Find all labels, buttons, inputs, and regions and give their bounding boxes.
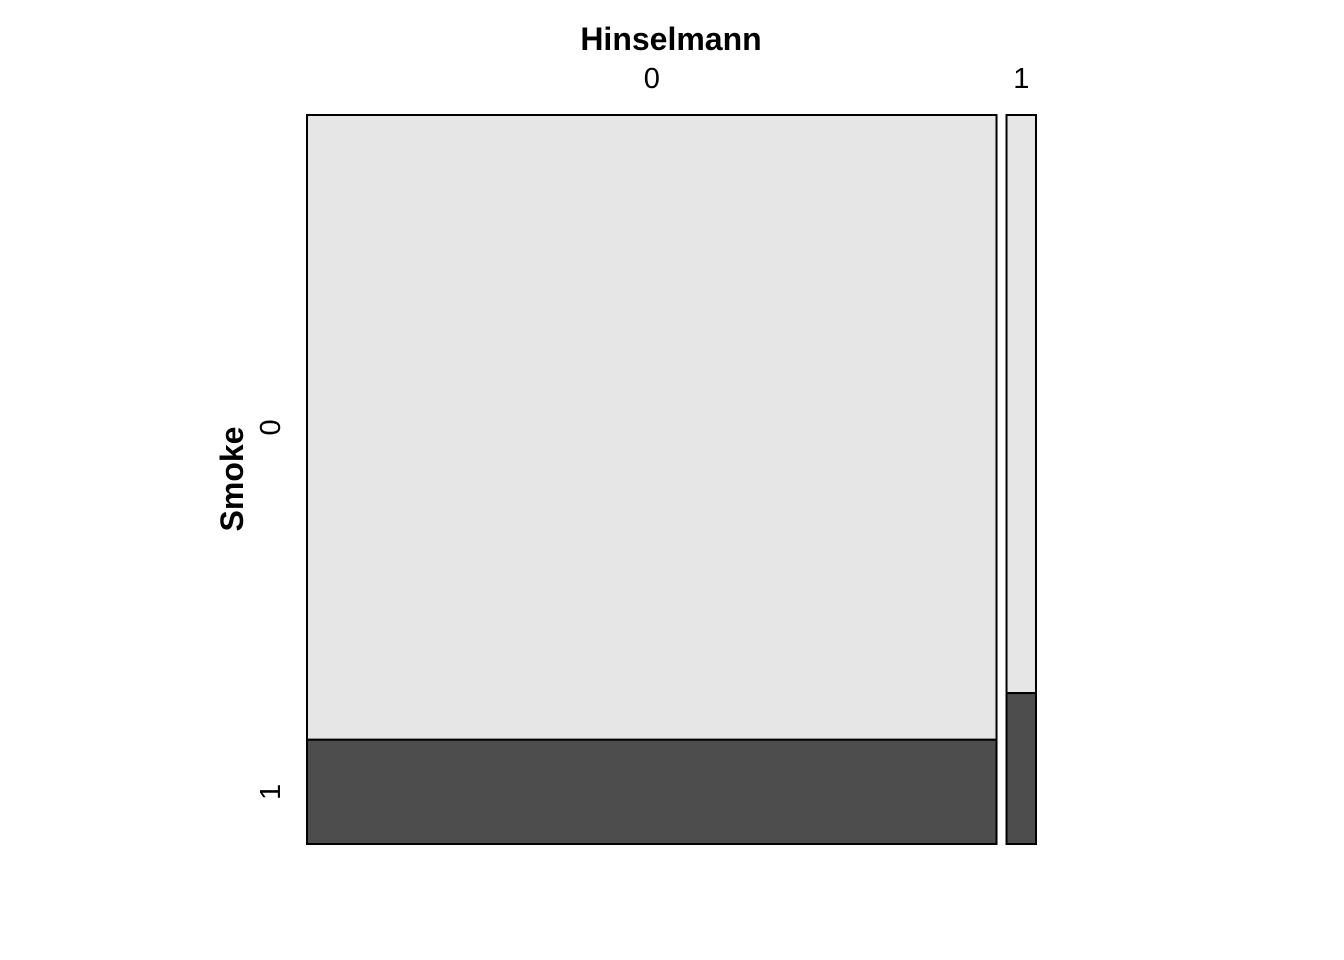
mosaic-tiles [306, 114, 1038, 845]
mosaic-tile-hinselmann-1-smoke-0 [1005, 114, 1038, 695]
mosaic-tile-hinselmann-0-smoke-1 [306, 738, 998, 845]
y-tick-label-0: 0 [255, 419, 287, 435]
x-tick-label-0: 0 [644, 63, 660, 95]
y-tick-labels: 01 [255, 419, 287, 800]
y-tick-label-1: 1 [255, 784, 287, 800]
mosaic-tile-hinselmann-1-smoke-1 [1005, 692, 1038, 845]
mosaic-tile-hinselmann-0-smoke-0 [306, 114, 998, 741]
x-axis-title: Hinselmann [580, 21, 761, 57]
y-axis-title: Smoke [214, 427, 250, 532]
x-tick-label-1: 1 [1013, 63, 1029, 95]
